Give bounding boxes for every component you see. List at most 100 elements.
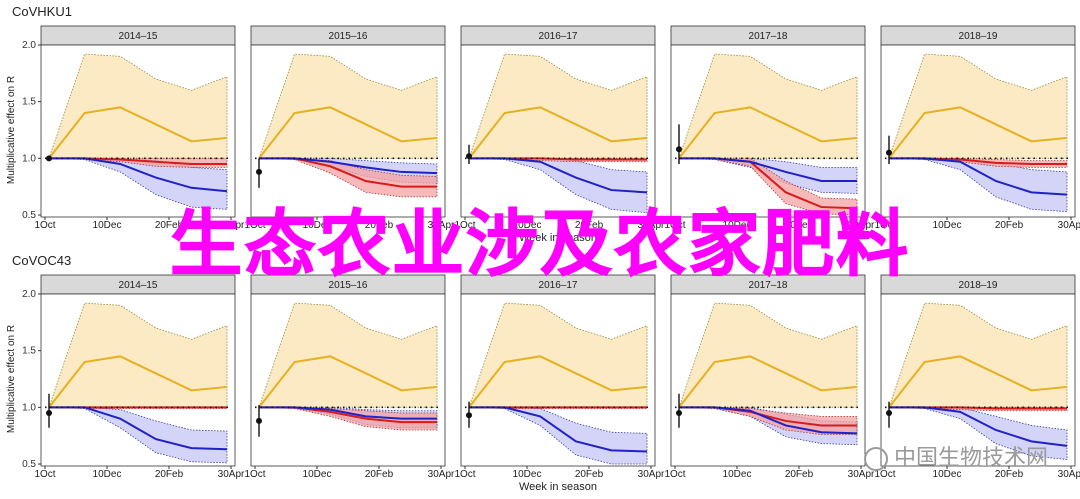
y-tick-label: 1.5 bbox=[22, 346, 36, 357]
x-tick-label: 20Feb bbox=[155, 220, 184, 231]
yellow-ci-band bbox=[48, 53, 228, 159]
panel-season-label: 2016–17 bbox=[539, 31, 578, 42]
red-ci-band bbox=[48, 157, 228, 168]
red-ci-band bbox=[678, 406, 858, 435]
x-axis-label: Week in season bbox=[519, 481, 597, 493]
point-estimate bbox=[256, 417, 262, 424]
wechat-icon bbox=[863, 447, 888, 471]
point-estimate bbox=[466, 153, 472, 160]
yellow-series-line bbox=[678, 355, 858, 408]
red-ci-band bbox=[678, 157, 858, 216]
blue-ci-band bbox=[678, 406, 858, 446]
blue-ci-band bbox=[48, 406, 228, 464]
x-tick-label: 1Oct bbox=[454, 220, 475, 231]
x-tick-label: 20Feb bbox=[365, 469, 394, 480]
x-tick-label: 1Oct bbox=[874, 469, 895, 480]
x-tick-label: 20Feb bbox=[995, 469, 1024, 480]
blue-ci-band bbox=[468, 157, 648, 214]
x-tick-label: 1Oct bbox=[34, 220, 55, 231]
x-tick-label: 10Dec bbox=[513, 469, 542, 480]
y-tick-label: 1.0 bbox=[22, 153, 36, 164]
x-tick-label: 20Feb bbox=[575, 220, 604, 231]
yellow-ci-band bbox=[48, 302, 228, 408]
chart-title: CoVOC43 bbox=[12, 253, 71, 268]
x-tick-label: 30Apr bbox=[428, 220, 455, 231]
blue-ci-band bbox=[678, 157, 858, 194]
x-tick-label: 30Apr bbox=[1058, 220, 1080, 231]
x-tick-label: 20Feb bbox=[575, 469, 604, 480]
yellow-ci-band bbox=[888, 302, 1068, 408]
panel-season-label: 2016–17 bbox=[539, 280, 578, 291]
chart-title: CoVHKU1 bbox=[12, 4, 72, 19]
x-axis-label: Week in season bbox=[519, 232, 597, 244]
panel-2018–19: 2018–19 1Oct 10Dec 20Feb 30Apr bbox=[874, 274, 1080, 480]
panel-2017–18: 2017–18 1Oct 10Dec 20Feb 30Apr bbox=[664, 25, 875, 231]
x-tick-label: 10Dec bbox=[303, 220, 332, 231]
x-tick-label: 20Feb bbox=[365, 220, 394, 231]
panel-2016–17: 2016–17 1Oct 10Dec 20Feb 30Apr bbox=[454, 274, 665, 480]
panel-season-label: 2014–15 bbox=[119, 31, 158, 42]
x-tick-label: 1Oct bbox=[454, 469, 475, 480]
x-tick-label: 30Apr bbox=[848, 469, 875, 480]
yellow-series-line bbox=[888, 106, 1068, 159]
panel-2015–16: 2015–16 1Oct 10Dec 20Feb 30Apr bbox=[244, 274, 455, 480]
x-tick-label: 10Dec bbox=[933, 469, 962, 480]
panel-season-label: 2015–16 bbox=[329, 31, 368, 42]
yellow-series-line bbox=[468, 355, 648, 408]
yellow-ci-band bbox=[678, 53, 858, 159]
yellow-series-line bbox=[258, 355, 438, 408]
yellow-series-line bbox=[48, 106, 228, 159]
blue-ci-band bbox=[888, 157, 1068, 213]
panel-season-label: 2018–19 bbox=[959, 31, 998, 42]
yellow-series-line bbox=[678, 106, 858, 159]
point-estimate bbox=[466, 412, 472, 419]
x-tick-label: 20Feb bbox=[995, 220, 1024, 231]
x-tick-label: 10Dec bbox=[303, 469, 332, 480]
y-tick-label: 0.5 bbox=[22, 210, 36, 221]
point-estimate bbox=[46, 155, 52, 162]
blue-ci-band bbox=[888, 406, 1068, 460]
panel-2014–15: 2014–15 1Oct 10Dec 20Feb 30Apr 0.5 1.0 1.5 2.0 bbox=[22, 274, 245, 480]
x-tick-label: 10Dec bbox=[933, 220, 962, 231]
blue-ci-band bbox=[468, 406, 648, 465]
x-tick-label: 30Apr bbox=[638, 469, 665, 480]
panel-2014–15: 2014–15 1Oct 10Dec 20Feb 30Apr 0.5 1.0 1.5 2.0 bbox=[22, 25, 245, 231]
y-tick-label: 0.5 bbox=[22, 459, 36, 470]
x-tick-label: 20Feb bbox=[785, 220, 814, 231]
yellow-series-line bbox=[468, 106, 648, 159]
y-axis-label: Multiplicative effect on R bbox=[6, 76, 17, 184]
yellow-ci-band bbox=[258, 53, 438, 159]
point-estimate bbox=[46, 410, 52, 416]
yellow-ci-band bbox=[888, 53, 1068, 159]
y-tick-label: 2.0 bbox=[22, 40, 36, 51]
point-estimate bbox=[256, 168, 262, 175]
x-tick-label: 10Dec bbox=[93, 469, 122, 480]
x-tick-label: 10Dec bbox=[723, 469, 752, 480]
panel-season-label: 2017–18 bbox=[749, 280, 788, 291]
x-tick-label: 1Oct bbox=[244, 220, 265, 231]
x-tick-label: 30Apr bbox=[848, 220, 875, 231]
yellow-series-line bbox=[48, 355, 228, 408]
x-tick-label: 1Oct bbox=[874, 220, 895, 231]
overlay-headline: 生态农业涉及农家肥料 bbox=[169, 202, 910, 287]
blue-ci-band bbox=[48, 157, 228, 210]
panel-season-label: 2014–15 bbox=[119, 280, 158, 291]
x-tick-label: 1Oct bbox=[244, 469, 265, 480]
point-estimate bbox=[886, 149, 892, 156]
x-tick-label: 1Oct bbox=[664, 469, 685, 480]
x-tick-label: 20Feb bbox=[785, 469, 814, 480]
x-tick-label: 10Dec bbox=[723, 220, 752, 231]
chart-CoVOC43: CoVOC43 Multiplicative effect on R Week in… bbox=[6, 253, 1080, 493]
yellow-series-line bbox=[888, 355, 1068, 408]
panel-season-label: 2018–19 bbox=[959, 280, 998, 291]
panel-2016–17: 2016–17 1Oct 10Dec 20Feb 30Apr bbox=[454, 25, 665, 231]
point-estimate bbox=[676, 146, 682, 153]
watermark-text: 中国生物技术网 bbox=[893, 446, 1048, 471]
watermark: 中国生物技术网 bbox=[863, 440, 1048, 472]
panel-season-label: 2015–16 bbox=[329, 280, 368, 291]
yellow-ci-band bbox=[468, 302, 648, 408]
panel-2015–16: 2015–16 1Oct 10Dec 20Feb 30Apr bbox=[244, 25, 455, 231]
yellow-ci-band bbox=[258, 302, 438, 408]
x-tick-label: 30Apr bbox=[638, 220, 665, 231]
